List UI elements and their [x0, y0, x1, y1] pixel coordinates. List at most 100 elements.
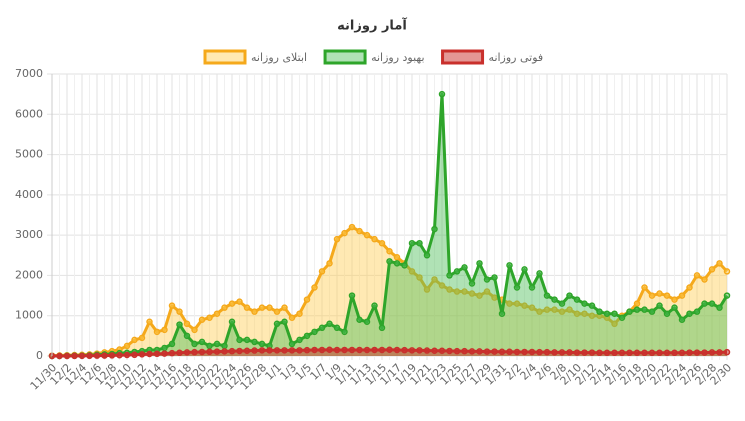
point — [258, 347, 266, 354]
point — [348, 346, 356, 354]
point — [423, 252, 431, 259]
point — [341, 346, 348, 354]
point — [348, 292, 356, 299]
point — [363, 231, 371, 239]
point — [228, 318, 236, 326]
point — [221, 348, 228, 355]
point — [273, 347, 281, 354]
point — [356, 316, 363, 323]
point — [536, 348, 543, 356]
point — [116, 351, 123, 359]
point — [371, 346, 378, 354]
point — [476, 260, 483, 267]
y-tick-label: 3000 — [15, 228, 43, 241]
point — [633, 300, 641, 307]
point — [686, 349, 693, 356]
point — [468, 280, 476, 287]
point — [611, 349, 618, 357]
point — [521, 348, 528, 356]
point — [678, 316, 686, 323]
legend-swatch — [323, 49, 367, 65]
point — [146, 318, 153, 326]
point — [678, 292, 686, 299]
point — [461, 347, 468, 355]
point — [693, 272, 701, 279]
point — [618, 349, 626, 357]
point — [206, 342, 213, 350]
point — [161, 344, 168, 352]
point — [393, 260, 401, 267]
point — [303, 296, 311, 303]
y-tick-label: 1000 — [15, 309, 43, 322]
point — [498, 348, 506, 356]
point — [191, 340, 198, 348]
point — [258, 304, 266, 311]
point — [693, 308, 701, 315]
point — [333, 346, 341, 354]
point — [296, 310, 303, 317]
point — [633, 306, 641, 313]
point — [213, 348, 221, 355]
point — [266, 304, 273, 311]
point — [476, 292, 483, 299]
point — [716, 260, 723, 267]
line — [51, 225, 729, 358]
point — [371, 302, 378, 309]
area — [52, 94, 727, 356]
point — [551, 296, 558, 303]
point — [558, 349, 566, 356]
point — [198, 348, 206, 356]
point — [221, 304, 228, 311]
point — [663, 292, 671, 299]
point — [371, 235, 378, 243]
point — [641, 284, 648, 291]
point — [566, 292, 573, 299]
point — [243, 336, 251, 344]
y-tick-label: 4000 — [15, 188, 43, 201]
point — [198, 338, 206, 346]
point — [183, 332, 191, 340]
point — [318, 346, 326, 354]
point — [251, 308, 258, 315]
point — [161, 350, 168, 357]
point — [431, 347, 438, 355]
point — [536, 308, 543, 315]
point — [641, 306, 648, 313]
point — [333, 324, 341, 332]
point — [281, 304, 288, 311]
point — [671, 349, 678, 357]
point — [296, 347, 303, 354]
point — [326, 346, 333, 354]
y-tick-label: 0 — [36, 349, 43, 362]
point — [273, 308, 281, 315]
point — [686, 284, 693, 291]
point — [656, 290, 663, 297]
point — [78, 352, 86, 360]
point — [528, 304, 536, 311]
point — [506, 300, 513, 307]
point — [716, 304, 723, 311]
point — [431, 276, 438, 283]
legend-swatch — [203, 49, 247, 65]
point — [438, 347, 446, 355]
point — [686, 310, 693, 317]
point — [603, 310, 611, 317]
point — [386, 248, 393, 255]
point — [513, 300, 521, 307]
point — [326, 260, 333, 267]
point — [356, 227, 363, 235]
point — [513, 348, 521, 356]
point — [626, 349, 633, 357]
point — [588, 349, 596, 356]
legend-label: فوتی روزانه — [489, 51, 544, 64]
legend-swatch — [441, 49, 485, 65]
point — [311, 346, 318, 354]
line — [52, 92, 729, 358]
point — [296, 336, 303, 344]
point — [123, 342, 131, 350]
point — [438, 282, 446, 289]
point — [446, 347, 453, 355]
area — [52, 227, 727, 356]
point — [206, 314, 213, 321]
